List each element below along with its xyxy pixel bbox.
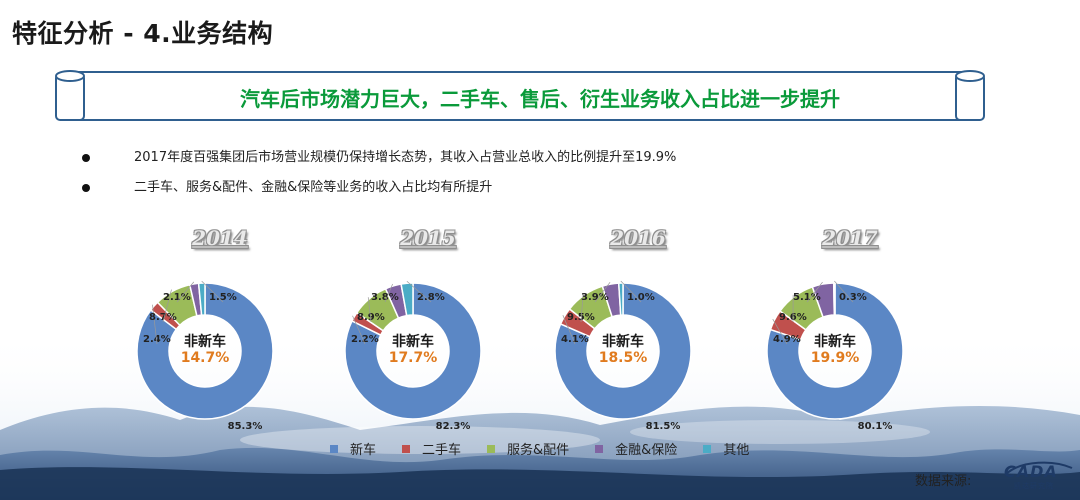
leader-line (562, 315, 576, 345)
donut-center-value: 14.7% (180, 350, 230, 366)
leader-line (580, 293, 584, 323)
donut-chart-2014: 2014 85.3% 2.4% 8.7% 2.1% 1.5% 非新车 14.7% (120, 226, 320, 432)
donut-center-label: 非新车 (392, 334, 434, 350)
data-label: 2.8% (417, 292, 445, 303)
bullet-list: 2017年度百强集团后市场营业规模仍保持增长态势，其收入占营业总收入的比例提升至… (82, 145, 676, 205)
donut-slice-新车 (766, 282, 904, 420)
bullet-item: 二手车、服务&配件、金融&保险等业务的收入占比均有所提升 (82, 175, 676, 205)
donut-svg: 81.5% 4.1% 9.5% 3.9% 1.0% (554, 280, 692, 432)
data-label: 9.5% (567, 312, 595, 323)
bullet-dot (82, 184, 90, 192)
donut-center-label: 非新车 (602, 334, 644, 350)
leader-line (152, 304, 158, 345)
data-label: 2.2% (351, 334, 379, 345)
donut-slice-其他 (400, 282, 414, 317)
leader-line (806, 281, 823, 303)
data-label: 1.5% (209, 292, 237, 303)
legend-swatch (703, 444, 712, 453)
data-label: 1.0% (627, 292, 655, 303)
bullet-text: 2017年度百强集团后市场营业规模仍保持增长态势，其收入占营业总收入的比例提升至… (134, 150, 677, 165)
data-label: 2.4% (143, 334, 171, 345)
legend-swatch (330, 444, 338, 453)
leader-line (162, 289, 172, 323)
logo-wordmark: CADA (1004, 462, 1058, 481)
legend-swatch (487, 444, 496, 453)
data-label: 81.5% (646, 421, 681, 432)
leader-line (384, 283, 393, 303)
data-label: 2.1% (163, 292, 191, 303)
leader-line (352, 315, 366, 345)
banner-headline: 汽车后市场潜力巨大，二手车、售后、衍生业务收入占比进一步提升 (240, 87, 840, 111)
donut-center-value: 19.9% (810, 350, 860, 366)
leader-line (772, 318, 788, 345)
donut-chart-2017: 2017 80.1% 4.9% 9.6% 5.1% 0.3% 非新车 19.9% (750, 226, 950, 432)
donut-slice-其他 (197, 282, 206, 316)
legend-item: 其他 (703, 439, 749, 458)
donut-center-value: 18.5% (598, 350, 648, 366)
chart-title: 2015 (400, 226, 456, 250)
logo-arc-icon (1005, 461, 1073, 475)
donut-chart-2015: 2015 82.3% 2.2% 8.9% 3.8% 2.8% 非新车 17.7% (328, 226, 528, 432)
data-label: 8.9% (357, 312, 385, 323)
donut-svg: 85.3% 2.4% 8.7% 2.1% 1.5% (136, 280, 274, 432)
legend-item: 二手车 (402, 439, 461, 458)
bullet-text: 二手车、服务&配件、金融&保险等业务的收入占比均有所提升 (134, 180, 493, 195)
chart-title: 2016 (610, 226, 666, 250)
leader-line (201, 280, 224, 303)
donut-svg: 82.3% 2.2% 8.9% 3.8% 2.8% (344, 281, 482, 432)
leader-line (620, 280, 642, 303)
data-source-label: 数据来源: (915, 474, 972, 489)
bullet-item: 2017年度百强集团后市场营业规模仍保持增长态势，其收入占营业总收入的比例提升至… (82, 145, 676, 175)
data-label: 80.1% (858, 421, 893, 432)
chart-title: 2014 (192, 226, 248, 250)
legend-label: 新车 (350, 443, 377, 458)
legend-label: 其他 (723, 443, 750, 458)
leader-line (367, 297, 372, 323)
donut-center-value: 17.7% (388, 350, 438, 366)
donut-center-label: 非新车 (814, 334, 856, 350)
data-label: 3.8% (371, 292, 399, 303)
legend-item: 金融&保险 (595, 439, 677, 458)
legend-label: 金融&保险 (615, 443, 678, 458)
chart-legend: 新车 二手车 服务&配件 金融&保险 其他 (330, 439, 749, 458)
data-label: 85.3% (228, 421, 263, 432)
donut-center-label: 非新车 (184, 334, 226, 350)
legend-item: 新车 (330, 439, 376, 458)
data-label: 0.3% (839, 292, 867, 303)
legend-swatch (595, 444, 604, 453)
donut-slice-新车 (136, 282, 274, 420)
cada-logo: CADA 凯达研究院 (1002, 460, 1074, 492)
donut-slice-新车 (554, 282, 692, 420)
legend-label: 二手车 (422, 443, 462, 458)
bullet-dot (82, 154, 90, 162)
data-label: 5.1% (793, 292, 821, 303)
donut-slice-其他 (617, 282, 624, 316)
donut-slice-新车 (344, 282, 482, 420)
data-label: 8.7% (149, 312, 177, 323)
data-label: 82.3% (436, 421, 471, 432)
leader-line (176, 281, 195, 303)
page-title: 特征分析 - 4.业务结构 (12, 19, 274, 48)
leader-line (834, 280, 854, 303)
leader-line (406, 281, 432, 303)
chart-title: 2017 (822, 226, 878, 250)
legend-swatch (402, 444, 411, 453)
legend-item: 服务&配件 (487, 439, 569, 458)
donut-slice-其他 (832, 282, 836, 316)
donut-chart-2016: 2016 81.5% 4.1% 9.5% 3.9% 1.0% 非新车 18.5% (538, 226, 738, 432)
data-label: 4.1% (561, 334, 589, 345)
data-label: 4.9% (773, 334, 801, 345)
leader-line (594, 281, 611, 303)
donut-svg: 80.1%4.9%9.6%5.1% 0.3% (766, 280, 904, 432)
banner-scroll (55, 70, 985, 121)
data-label: 3.9% (581, 292, 609, 303)
legend-label: 服务&配件 (507, 443, 570, 458)
logo-subtitle: 凯达研究院 (1014, 482, 1054, 490)
